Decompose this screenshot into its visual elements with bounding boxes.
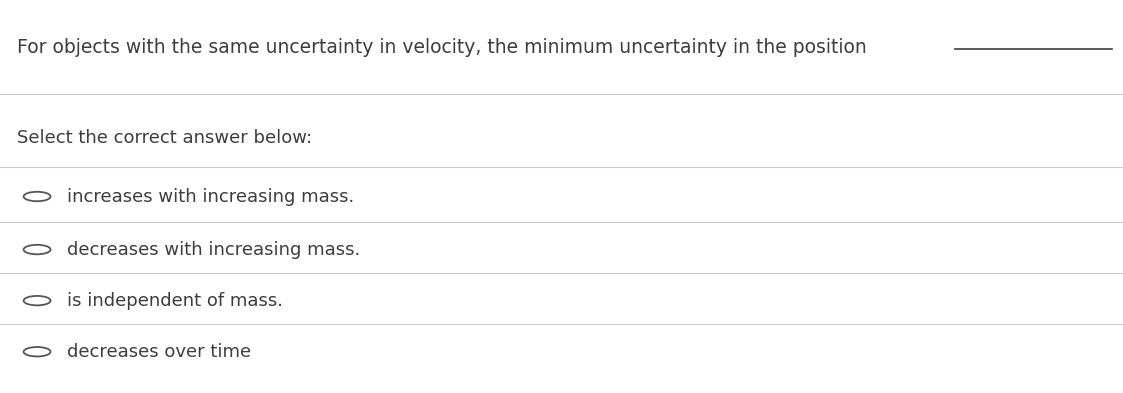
Text: decreases with increasing mass.: decreases with increasing mass. [67,241,360,259]
Text: Select the correct answer below:: Select the correct answer below: [17,129,312,147]
Text: For objects with the same uncertainty in velocity, the minimum uncertainty in th: For objects with the same uncertainty in… [17,38,867,57]
Text: is independent of mass.: is independent of mass. [67,292,283,310]
Text: increases with increasing mass.: increases with increasing mass. [67,187,355,206]
Text: decreases over time: decreases over time [67,343,252,361]
